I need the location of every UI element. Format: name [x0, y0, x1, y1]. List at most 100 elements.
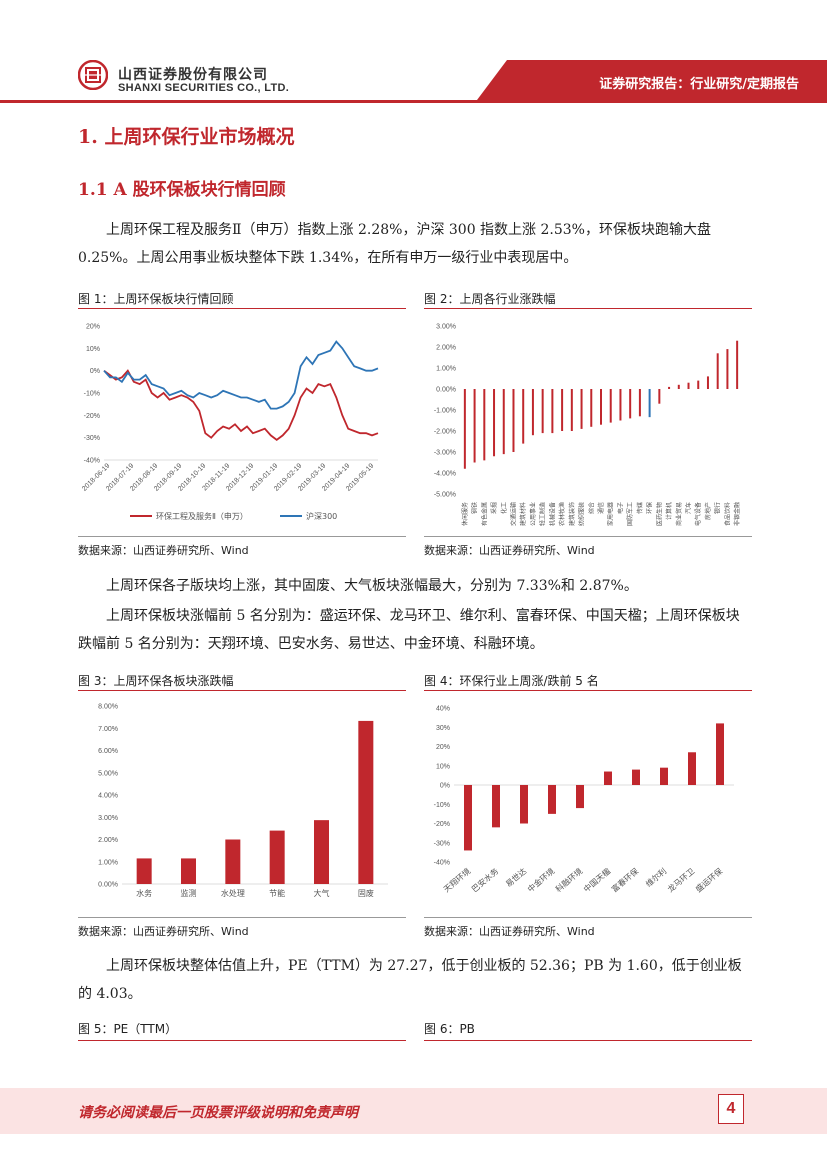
fig4-source: 数据来源：山西证券研究所、Wind — [424, 925, 595, 938]
x-tick-label: 建筑材料 — [519, 502, 527, 526]
x-tick-label: 食品饮料 — [723, 502, 731, 526]
x-tick-label: 电子 — [616, 502, 624, 514]
y-tick-label: 40% — [436, 706, 450, 713]
y-tick-label: 1.00% — [436, 366, 456, 373]
fig1-line-chart: 20%10%0%-10%-20%-30%-40%2018-06-192018-0… — [81, 324, 379, 521]
fig2-title: 图 2：上周各行业涨跌幅 — [424, 292, 556, 306]
x-tick-label: 天翔环境 — [441, 866, 472, 894]
paragraph-1: 上周环保工程及服务Ⅱ（申万）指数上涨 2.28%，沪深 300 指数上涨 2.5… — [78, 222, 711, 266]
x-tick-label: 计算机 — [665, 502, 673, 520]
y-tick-label: 0% — [90, 368, 100, 375]
y-tick-label: -20% — [84, 413, 100, 420]
x-tick-label: 机械设备 — [548, 502, 556, 526]
x-tick-label: 国防军工 — [626, 502, 634, 526]
x-tick-label: 钢铁 — [471, 502, 479, 514]
y-tick-label: -30% — [84, 435, 100, 442]
y-tick-label: 3.00% — [98, 815, 118, 822]
x-tick-label: 监测 — [181, 888, 197, 898]
fig2-chart: 3.00% 2.00% 1.00% 0.00% -1.00% -2.00% -3.00% -4… — [424, 314, 752, 532]
x-tick-label: 医药生物 — [655, 502, 663, 526]
y-tick-label: 7.00% — [98, 726, 118, 733]
x-tick-label: 商业贸易 — [675, 502, 683, 526]
page-number: 4 — [718, 1094, 744, 1124]
bar-3 — [548, 785, 556, 814]
bar-8 — [688, 752, 696, 785]
fig5-title: 图 5：PE（TTM） — [78, 1022, 178, 1036]
x-tick-label: 综合 — [587, 502, 595, 514]
subsection-heading: 1.1 A 股环保板块行情回顾 — [78, 180, 286, 200]
page-header: 山西证券股份有限公司 SHANXI SECURITIES CO., LTD. 证… — [0, 0, 827, 110]
x-tick-label: 电气设备 — [694, 502, 702, 526]
x-tick-label: 家用电器 — [607, 502, 615, 526]
y-tick-label: 4.00% — [98, 793, 118, 800]
x-tick-label: 维尔利 — [643, 866, 668, 889]
x-tick-label: 大气 — [314, 888, 330, 898]
company-name-cn: 山西证券股份有限公司 — [118, 67, 268, 83]
y-tick-label: 0.00% — [98, 882, 118, 889]
fig1-chart: 20% 10% 0% -10% -20% -30% -40% 2018-06-19 2018-0… — [78, 314, 406, 532]
x-tick-label: 固废 — [358, 888, 374, 898]
legend-label-1: 沪深300 — [306, 511, 337, 521]
y-tick-label: 3.00% — [436, 324, 456, 331]
bar-3 — [269, 830, 285, 884]
x-tick-label: 公用事业 — [529, 502, 537, 526]
fig3-chart: 8.00% 7.00% 6.00% 5.00% 4.00% 3.00% 2.00% 1.00%… — [78, 696, 406, 914]
x-tick-label: 通信 — [597, 502, 605, 514]
y-tick-label: 5.00% — [98, 770, 118, 777]
fig3-title-rule — [78, 690, 406, 691]
fig4-bottom-rule — [424, 917, 752, 918]
x-tick-label: 有色金属 — [480, 502, 488, 526]
x-tick-label: 采掘 — [490, 502, 498, 514]
x-tick-label: 纺织服装 — [578, 502, 586, 526]
fig2-bottom-rule — [424, 536, 752, 537]
y-tick-label: -40% — [84, 458, 100, 465]
fig6-title: 图 6：PB — [424, 1022, 475, 1036]
y-tick-label: -40% — [434, 860, 450, 867]
disclaimer-notice: 请务必阅读最后一页股票评级说明和免责声明 — [78, 1105, 358, 1121]
bar-4 — [314, 820, 329, 884]
bar-2 — [520, 785, 528, 824]
legend-label-0: 环保工程及服务Ⅱ（申万） — [156, 511, 248, 521]
y-tick-label: -20% — [434, 821, 450, 828]
x-tick-label: 富春环保 — [609, 866, 640, 894]
x-tick-label: 休闲服务 — [461, 502, 469, 526]
fig3-bar-chart: 8.00% 7.00% 6.00% 5.00% 4.00% 3.00% 2.00% 1.00%… — [98, 704, 388, 898]
bar-9 — [716, 723, 724, 785]
fig3-bottom-rule — [78, 917, 406, 918]
series-line-1 — [103, 340, 379, 410]
x-tick-label: 水处理 — [221, 888, 245, 898]
y-tick-label: 30% — [436, 725, 450, 732]
bar-2 — [225, 839, 241, 884]
y-tick-label: -10% — [434, 802, 450, 809]
fig4-title-rule — [424, 690, 752, 691]
company-logo-icon — [78, 60, 108, 90]
x-tick-label: 中国天楹 — [581, 866, 612, 894]
fig1-bottom-rule — [78, 536, 406, 537]
bar-0 — [464, 785, 472, 851]
fig2-source: 数据来源：山西证券研究所、Wind — [424, 544, 595, 557]
y-tick-label: -5.00% — [434, 492, 456, 499]
y-tick-label: 10% — [86, 346, 100, 353]
y-tick-label: -10% — [84, 391, 100, 398]
paragraph-4: 上周环保板块整体估值上升，PE（TTM）为 27.27，低于创业板的 52.36… — [78, 958, 742, 1002]
y-tick-label: 2.00% — [436, 345, 456, 352]
fig6-title-rule — [424, 1040, 752, 1041]
bar-7 — [660, 767, 668, 785]
x-tick-label: 巴安水务 — [469, 866, 500, 894]
report-type: 证券研究报告：行业研究/定期报告 — [599, 77, 799, 92]
x-tick-label: 节能 — [269, 888, 285, 898]
fig2-title-rule — [424, 308, 752, 309]
x-tick-label: 轻工制造 — [539, 502, 547, 526]
series-line-0 — [103, 369, 379, 442]
x-tick-label: 中金环境 — [525, 866, 556, 894]
fig1-source: 数据来源：山西证券研究所、Wind — [78, 544, 249, 557]
fig4-title: 图 4：环保行业上周涨/跌前 5 名 — [424, 674, 599, 688]
fig2-bar-chart: 3.00% 2.00% 1.00% 0.00% -1.00% -2.00% -3.00% -4… — [434, 324, 741, 527]
y-tick-label: -30% — [434, 840, 450, 847]
x-tick-label: 水务 — [136, 888, 152, 898]
fig3-source: 数据来源：山西证券研究所、Wind — [78, 925, 249, 938]
x-tick-label: 易世达 — [503, 866, 528, 889]
bar-5 — [358, 720, 374, 884]
y-tick-label: -4.00% — [434, 471, 456, 478]
